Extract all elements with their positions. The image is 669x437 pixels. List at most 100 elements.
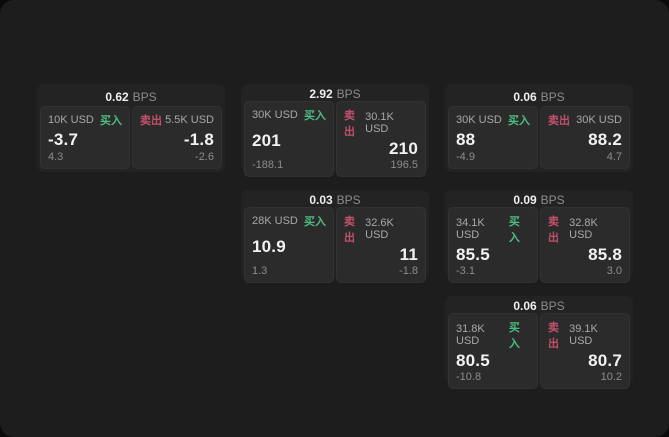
sell-amount: 30.1K USD [365, 111, 394, 135]
buy-price: 88 [456, 129, 476, 149]
buy-panel-top: 30K USD 买入 [456, 112, 530, 128]
sell-change: 196.5 [390, 159, 418, 171]
sell-change: 4.7 [606, 151, 622, 163]
card-header: 2.92 BPS [244, 87, 426, 101]
buy-change: -4.9 [456, 151, 475, 163]
buy-panel-top: 30K USD 买入 [252, 107, 326, 123]
buy-sell-panels: 28K USD 买入 10.9 1.3 卖出 32.6K USD 11 -1.8 [244, 207, 426, 283]
quote-card: 0.06 BPS 31.8K USD 买入 80.5 -10.8 卖出 39.1… [445, 296, 633, 389]
buy-sell-panels: 10K USD 买入 -3.7 4.3 卖出 5.5K USD -1.8 -2.… [40, 106, 222, 169]
sell-price: -1.8 [183, 129, 214, 149]
quote-cards-grid: 0.62 BPS 10K USD 买入 -3.7 4.3 卖出 5.5K USD [37, 84, 633, 389]
sell-change: -1.8 [399, 265, 418, 277]
sell-panel-top: 卖出 30K USD [548, 112, 622, 128]
buy-change: -188.1 [252, 159, 284, 171]
buy-badge: 买入 [508, 216, 520, 244]
buy-amount: 30K USD [252, 109, 298, 121]
sell-panel[interactable]: 卖出 32.6K USD 11 -1.8 [336, 207, 426, 283]
card-header: 0.09 BPS [448, 193, 630, 207]
buy-panel-top: 28K USD 买入 [252, 213, 326, 229]
sell-price: 80.7 [588, 351, 622, 370]
buy-sell-panels: 31.8K USD 买入 80.5 -10.8 卖出 39.1K USD 80.… [448, 313, 630, 389]
sell-price: 85.8 [588, 245, 622, 264]
buy-panel[interactable]: 10K USD 买入 -3.7 4.3 [40, 106, 130, 169]
sell-badge: 卖出 [548, 115, 570, 127]
sell-price: 88.2 [588, 129, 622, 149]
sell-amount: 5.5K USD [165, 114, 214, 126]
buy-price: 80.5 [456, 351, 490, 370]
buy-panel-top: 31.8K USD 买入 [456, 319, 530, 351]
sell-badge: 卖出 [548, 216, 559, 244]
buy-panel[interactable]: 34.1K USD 买入 85.5 -3.1 [448, 207, 538, 283]
buy-panel[interactable]: 31.8K USD 买入 80.5 -10.8 [448, 313, 538, 389]
sell-amount: 30K USD [576, 114, 622, 126]
quote-card: 0.06 BPS 30K USD 买入 88 -4.9 卖出 30K USD [445, 84, 633, 172]
buy-badge: 买入 [100, 115, 122, 127]
sell-price: 210 [389, 139, 418, 158]
buy-change: -3.1 [456, 265, 475, 277]
buy-panel-top: 10K USD 买入 [48, 112, 122, 128]
quote-card: 0.09 BPS 34.1K USD 买入 85.5 -3.1 卖出 32.8K… [445, 190, 633, 283]
sell-badge: 卖出 [344, 216, 355, 244]
sell-panel[interactable]: 卖出 39.1K USD 80.7 10.2 [540, 313, 630, 389]
card-header: 0.62 BPS [40, 87, 222, 106]
card-header: 0.06 BPS [448, 299, 630, 313]
buy-price: 85.5 [456, 245, 490, 264]
sell-badge: 卖出 [548, 322, 559, 350]
bps-unit-label: BPS [540, 299, 565, 313]
sell-panel[interactable]: 卖出 30.1K USD 210 196.5 [336, 101, 426, 177]
buy-sell-panels: 34.1K USD 买入 85.5 -3.1 卖出 32.8K USD 85.8… [448, 207, 630, 283]
buy-price: -3.7 [48, 129, 79, 149]
bps-unit-label: BPS [336, 87, 361, 101]
sell-badge: 卖出 [344, 110, 355, 138]
buy-price: 10.9 [252, 237, 286, 256]
buy-amount: 30K USD [456, 114, 502, 126]
buy-badge: 买入 [508, 115, 530, 127]
quote-card: 0.03 BPS 28K USD 买入 10.9 1.3 卖出 32.6K US… [241, 190, 429, 283]
sell-panel-top: 卖出 32.6K USD [344, 213, 418, 245]
sell-panel-top: 卖出 39.1K USD [548, 319, 622, 351]
sell-amount: 32.8K USD [569, 217, 598, 241]
buy-panel-top: 34.1K USD 买入 [456, 213, 530, 245]
bps-unit-label: BPS [540, 89, 565, 104]
buy-sell-panels: 30K USD 买入 88 -4.9 卖出 30K USD 88.2 4.7 [448, 106, 630, 169]
buy-panel[interactable]: 30K USD 买入 201 -188.1 [244, 101, 334, 177]
bps-value: 0.09 [513, 193, 537, 207]
sell-panel[interactable]: 卖出 32.8K USD 85.8 3.0 [540, 207, 630, 283]
sell-badge: 卖出 [140, 115, 162, 127]
card-header: 0.03 BPS [244, 193, 426, 207]
bps-unit-label: BPS [540, 193, 565, 207]
sell-change: -2.6 [195, 151, 214, 163]
bps-value: 0.03 [309, 193, 333, 207]
bps-value: 0.62 [105, 89, 129, 104]
bps-value: 2.92 [309, 87, 333, 101]
buy-price: 201 [252, 131, 281, 150]
buy-sell-panels: 30K USD 买入 201 -188.1 卖出 30.1K USD 210 1… [244, 101, 426, 177]
buy-amount: 31.8K USD [456, 323, 485, 347]
sell-amount: 32.6K USD [365, 217, 394, 241]
sell-change: 10.2 [600, 371, 622, 383]
bps-unit-label: BPS [132, 89, 157, 104]
sell-panel-top: 卖出 32.8K USD [548, 213, 622, 245]
quote-card: 2.92 BPS 30K USD 买入 201 -188.1 卖出 30.1K … [241, 84, 429, 177]
buy-change: 4.3 [48, 151, 64, 163]
buy-panel[interactable]: 28K USD 买入 10.9 1.3 [244, 207, 334, 283]
quote-card: 0.62 BPS 10K USD 买入 -3.7 4.3 卖出 5.5K USD [37, 84, 225, 172]
buy-badge: 买入 [304, 110, 326, 122]
buy-change: 1.3 [252, 265, 268, 277]
buy-change: -10.8 [456, 371, 482, 383]
card-header: 0.06 BPS [448, 87, 630, 106]
bps-value: 0.06 [513, 299, 537, 313]
sell-panel-top: 卖出 30.1K USD [344, 107, 418, 139]
buy-badge: 买入 [508, 322, 520, 350]
buy-amount: 34.1K USD [456, 217, 485, 241]
sell-price: 11 [399, 245, 418, 264]
bps-value: 0.06 [513, 89, 537, 104]
bps-unit-label: BPS [336, 193, 361, 207]
buy-badge: 买入 [304, 216, 326, 228]
sell-panel[interactable]: 卖出 5.5K USD -1.8 -2.6 [132, 106, 222, 169]
sell-panel[interactable]: 卖出 30K USD 88.2 4.7 [540, 106, 630, 169]
sell-panel-top: 卖出 5.5K USD [140, 112, 214, 128]
buy-panel[interactable]: 30K USD 买入 88 -4.9 [448, 106, 538, 169]
